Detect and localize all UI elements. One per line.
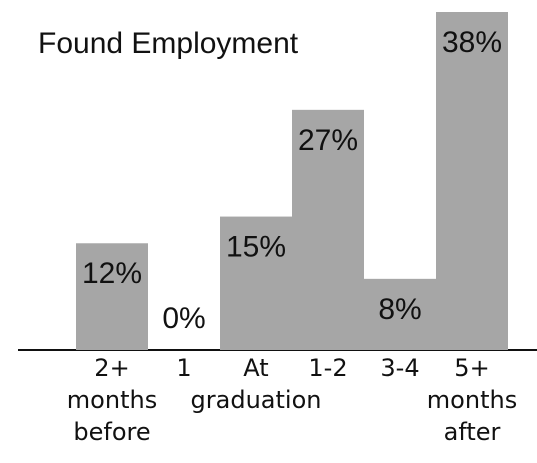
bar	[364, 278, 436, 350]
x-tick-label: 1-2	[308, 354, 348, 382]
x-tick-label: 1	[176, 354, 192, 382]
bar	[220, 216, 292, 350]
x-tick-label: 3-4	[380, 354, 420, 382]
bar	[292, 109, 364, 350]
x-tick-label: 2+ months before	[66, 354, 158, 446]
value-label: 15%	[226, 231, 286, 264]
value-label: 38%	[442, 26, 502, 59]
bar	[76, 243, 148, 350]
value-label: 8%	[378, 293, 421, 326]
chart-title: Found Employment	[38, 27, 299, 60]
value-label: 27%	[298, 124, 358, 157]
value-label: 0%	[162, 302, 205, 335]
x-tick-label: 5+ months after	[426, 354, 518, 446]
x-tick-label: At graduation	[190, 354, 322, 414]
value-label: 12%	[82, 257, 142, 290]
bar	[436, 12, 508, 350]
